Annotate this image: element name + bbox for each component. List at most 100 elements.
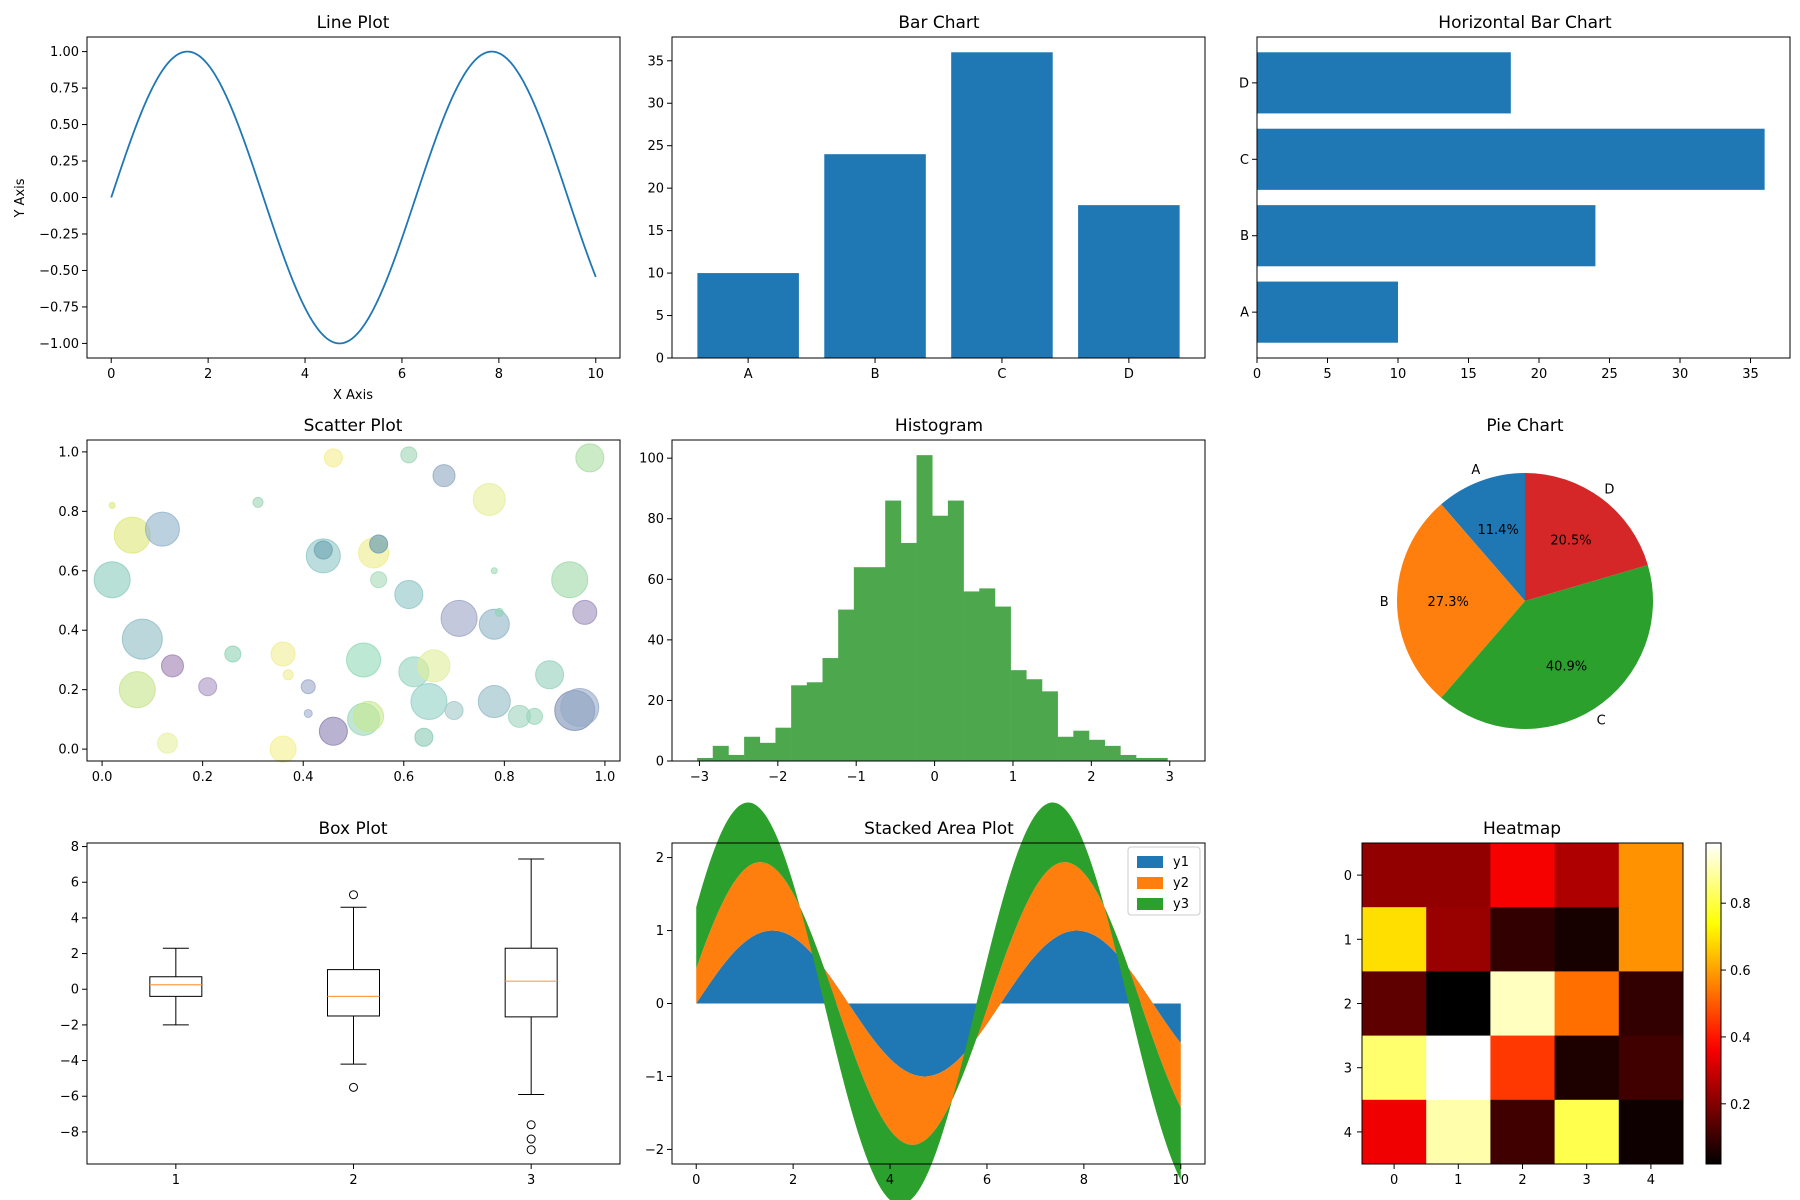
area-ytick-label: 0 xyxy=(656,997,664,1012)
bar-ytick-label: 10 xyxy=(647,267,664,282)
heat-ytick-label: 3 xyxy=(1344,1062,1352,1077)
bar-ytick-label: 20 xyxy=(647,182,664,197)
line-xtick-label: 2 xyxy=(204,367,212,382)
hist-xtick-label: 2 xyxy=(1087,770,1095,785)
area-legend: y1 y2 y3 xyxy=(1127,846,1201,916)
scatter-xtick-label: 0.4 xyxy=(293,770,314,785)
scatter-point xyxy=(369,534,389,554)
hbar-xtick-label: 15 xyxy=(1460,367,1477,382)
hist-bin xyxy=(822,658,839,761)
hbar-xtick-label: 35 xyxy=(1742,367,1759,382)
scatter-point xyxy=(410,683,448,721)
hbar-D xyxy=(1257,52,1511,114)
scatter-point xyxy=(121,618,163,660)
scatter-xtick-label: 0.8 xyxy=(494,770,515,785)
hist-bin xyxy=(1041,691,1058,761)
hist-bin xyxy=(947,500,964,761)
pie-pct-C: 40.9% xyxy=(1546,660,1587,675)
scatter-point xyxy=(118,671,156,709)
heatmap-title: Heatmap xyxy=(1483,819,1561,839)
scatter-ytick-label: 1.0 xyxy=(58,445,79,460)
box-flier xyxy=(349,1082,358,1092)
hbar-xtick-label: 5 xyxy=(1323,367,1331,382)
area-xtick-label: 0 xyxy=(692,1173,700,1188)
scatter-point xyxy=(478,608,510,640)
line-ylabel: Y Axis xyxy=(13,178,28,218)
pie-slice-B xyxy=(1396,504,1525,698)
line-ytick-label: 0.00 xyxy=(50,191,79,206)
bar-ytick-label: 15 xyxy=(647,224,664,239)
heatmap-cell xyxy=(1618,843,1684,908)
box-flier xyxy=(349,890,358,900)
hist-bin xyxy=(1104,745,1121,761)
line-ytick-label: −0.75 xyxy=(39,300,79,315)
hbar-xtick-label: 25 xyxy=(1601,367,1618,382)
line-ytick-label: 1.00 xyxy=(50,45,79,60)
hbar-frame xyxy=(1256,36,1791,359)
pie-slice-D xyxy=(1525,472,1648,601)
line-ytick-label: −0.25 xyxy=(39,227,79,242)
bar-title: Bar Chart xyxy=(898,13,980,33)
scatter-point xyxy=(108,501,116,509)
hist-bin xyxy=(1136,757,1152,761)
hbar-A xyxy=(1257,281,1399,343)
scatter-point xyxy=(318,716,348,746)
heatmap-cell xyxy=(1554,1035,1620,1101)
hist-bin xyxy=(712,745,729,761)
heatmap-cell xyxy=(1362,843,1427,908)
scatter-point xyxy=(414,727,434,747)
area-series-y3 xyxy=(696,802,1181,1200)
scatter-title: Scatter Plot xyxy=(304,416,403,436)
box-ytick-label: −2 xyxy=(60,1018,79,1033)
bar-B xyxy=(824,154,926,358)
hbar-B xyxy=(1257,205,1596,267)
hist-xtick-label: −3 xyxy=(690,770,709,785)
scatter-point xyxy=(269,735,297,763)
colorbar xyxy=(1705,842,1722,1165)
box-ytick-label: 8 xyxy=(71,840,79,855)
scatter-point xyxy=(490,567,498,575)
hbar-ytick-label: D xyxy=(1239,76,1249,91)
scatter-point xyxy=(346,642,382,678)
pie-label-C: C xyxy=(1597,713,1606,728)
heatmap-cell xyxy=(1362,1035,1427,1101)
box-title: Box Plot xyxy=(318,819,387,839)
heatmap-cell xyxy=(1490,971,1556,1037)
hbar-ytick-label: A xyxy=(1240,306,1249,321)
heat-ytick-label: 0 xyxy=(1344,869,1352,884)
scatter-point xyxy=(551,561,589,599)
heatmap-cell xyxy=(1490,843,1556,908)
line-ytick-label: −0.50 xyxy=(39,264,79,279)
scatter-xtick-label: 0.6 xyxy=(393,770,414,785)
hist-bin xyxy=(1026,679,1043,761)
scatter-point xyxy=(444,700,464,720)
pie-slice-A xyxy=(1441,473,1525,601)
area-xtick-label: 6 xyxy=(983,1173,991,1188)
hist-bin xyxy=(1010,670,1027,761)
pie-label-D: D xyxy=(1604,482,1614,497)
area-series-y1 xyxy=(696,930,1181,1077)
bar-xtick-label: C xyxy=(997,367,1006,382)
box-ytick-label: −8 xyxy=(60,1125,79,1140)
scatter-point xyxy=(113,516,151,554)
line-xtick-label: 10 xyxy=(587,367,604,382)
area-xtick-label: 2 xyxy=(789,1173,797,1188)
hist-bin xyxy=(744,736,761,761)
heat-ytick-label: 4 xyxy=(1344,1126,1352,1141)
heatmap-cell xyxy=(1618,1035,1684,1101)
hist-bin xyxy=(759,742,776,761)
scatter-point xyxy=(440,599,478,637)
pie-label-A: A xyxy=(1471,463,1480,478)
area-series-y2 xyxy=(696,862,1181,1145)
hist-bin xyxy=(838,609,855,761)
heatmap-cell xyxy=(1490,1099,1556,1165)
scatter-ytick-label: 0.8 xyxy=(58,505,79,520)
line-ytick-label: 0.50 xyxy=(50,118,79,133)
box-ytick-label: −4 xyxy=(60,1054,79,1069)
hist-bin xyxy=(900,542,917,761)
legend-label-y3: y3 xyxy=(1173,897,1189,912)
scatter-point xyxy=(353,700,385,732)
scatter-ytick-label: 0.6 xyxy=(58,564,79,579)
area-xtick-label: 8 xyxy=(1080,1173,1088,1188)
box-body xyxy=(504,947,558,1018)
